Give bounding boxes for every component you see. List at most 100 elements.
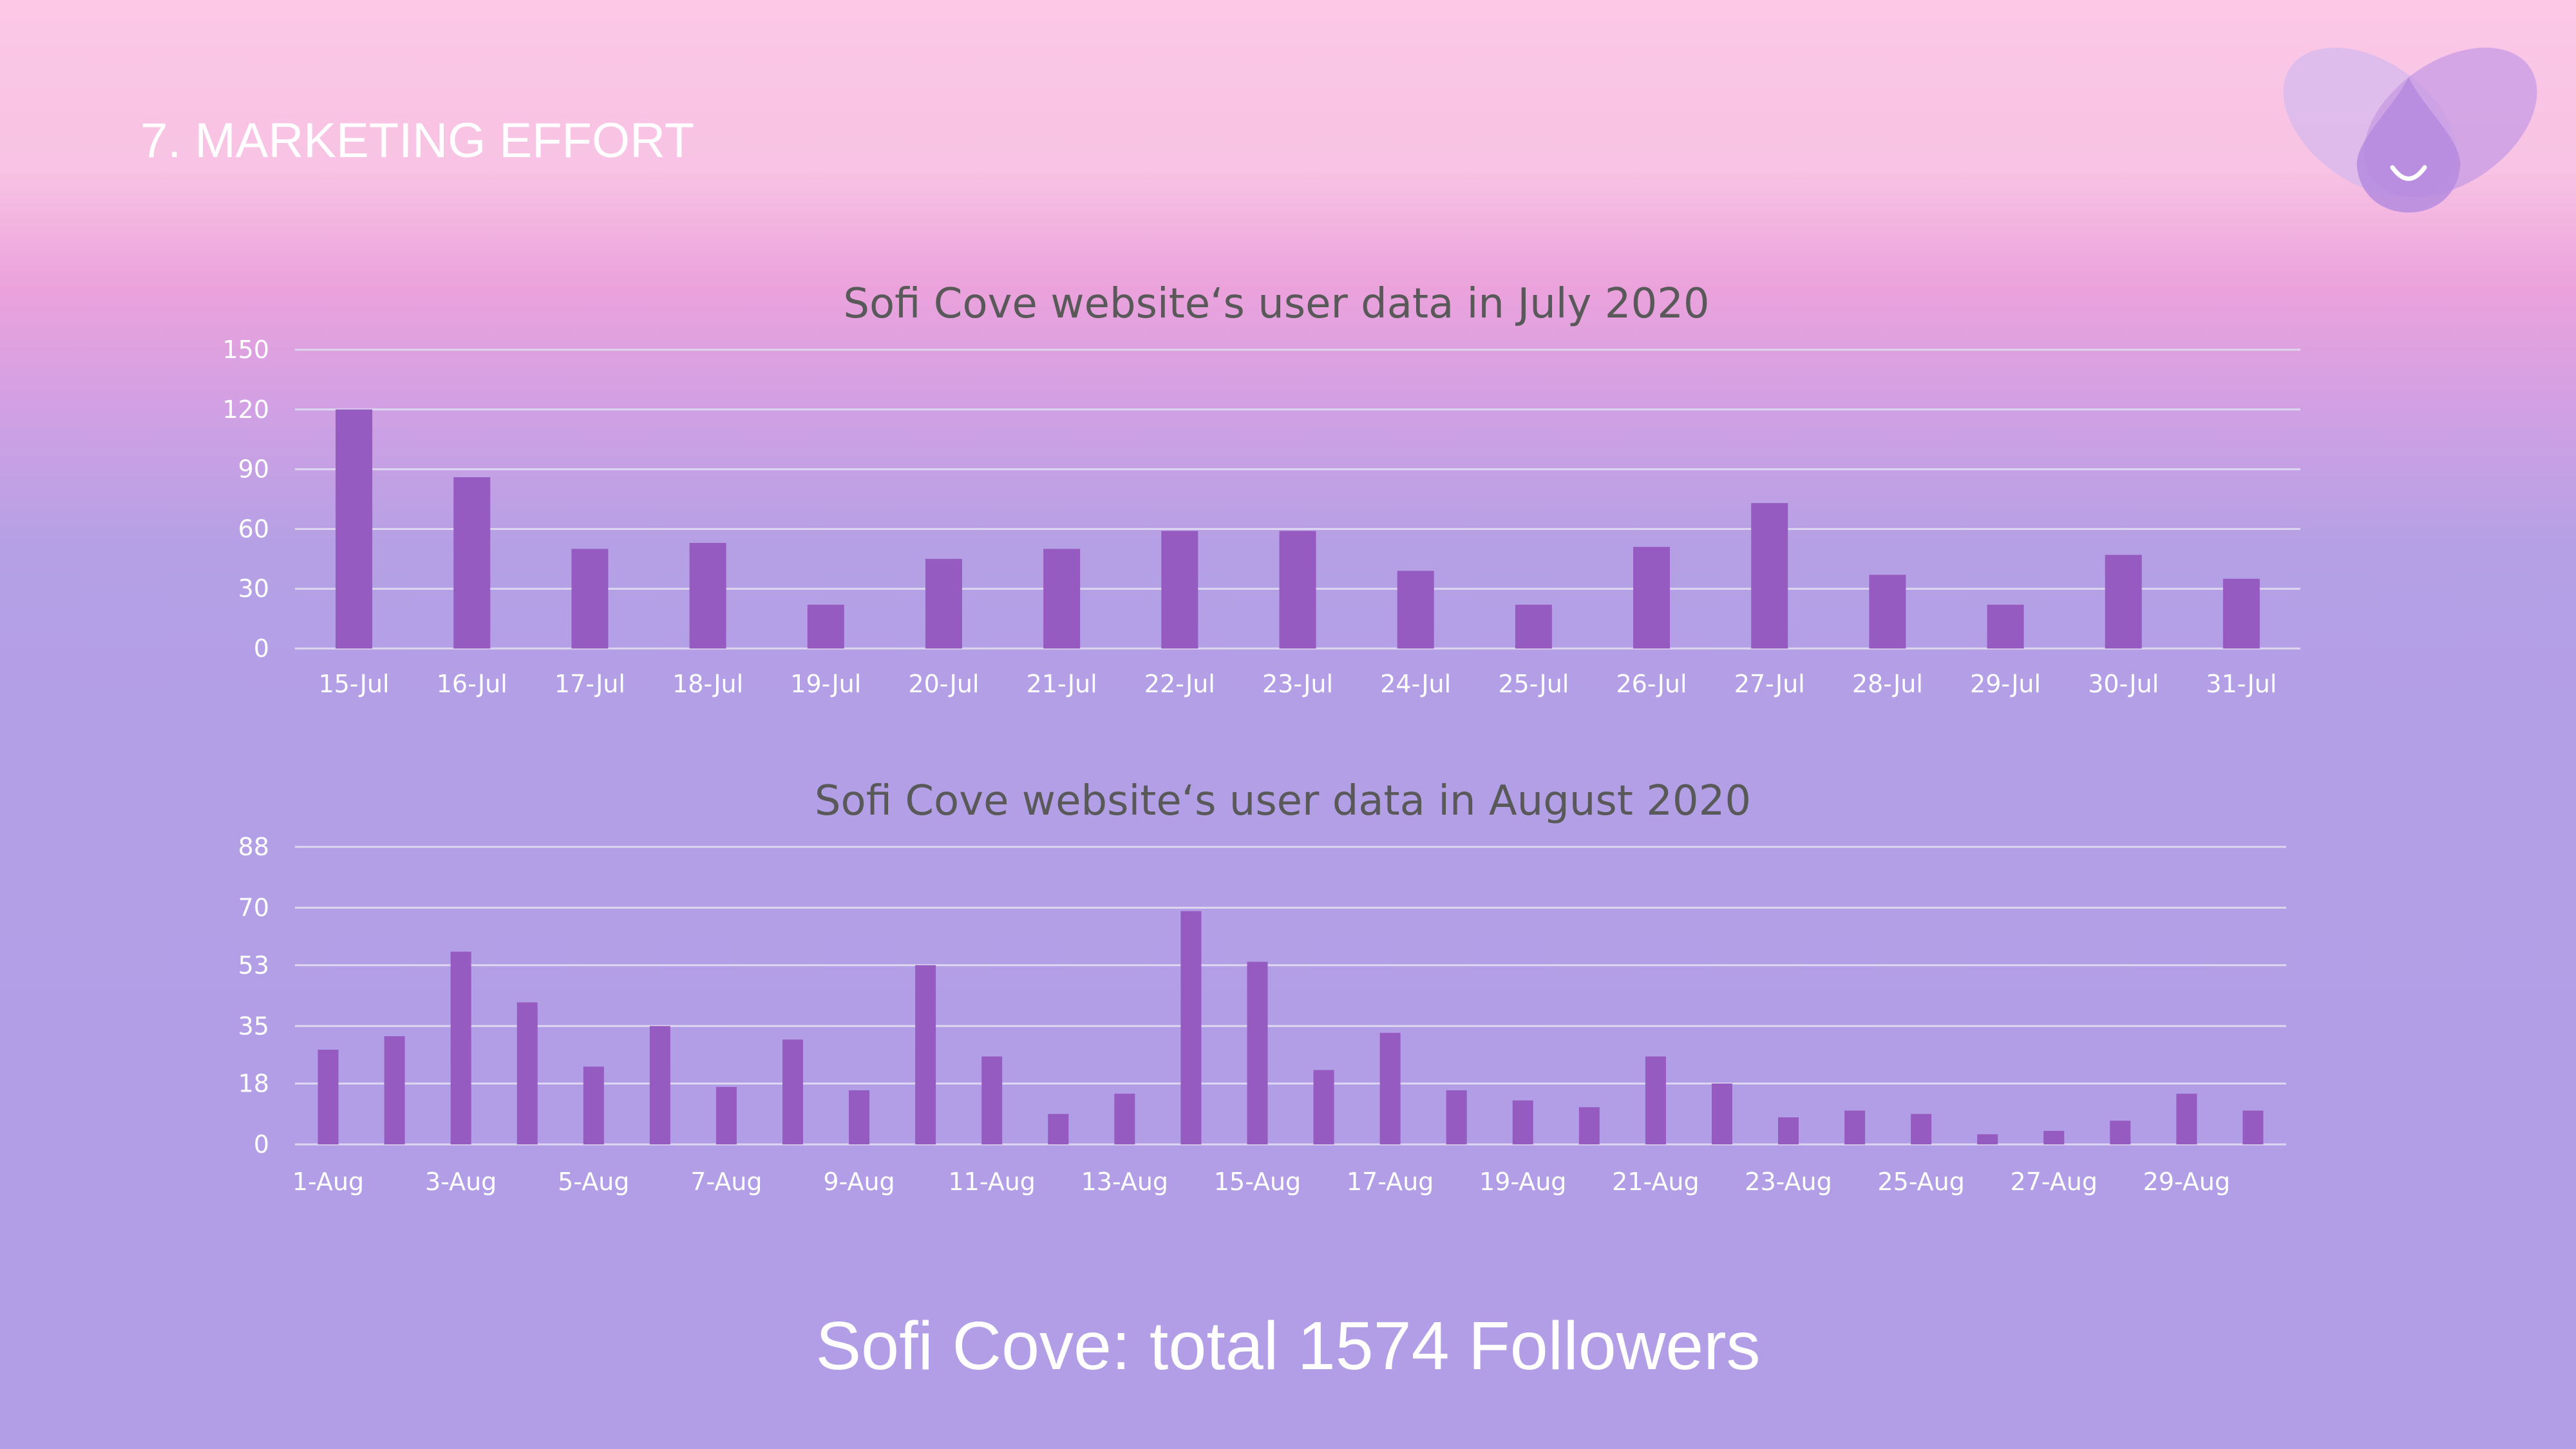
august-y-tick-label: 88 [238,833,269,861]
chart-july-gridlines [295,348,2300,650]
july-x-tick-label: 15-Jul [319,670,390,698]
chart-july-title: Sofi Cove website‘s user data in July 20… [843,280,1709,328]
chart-july-bars [336,409,2260,649]
august-bar [1313,1070,1334,1144]
august-bar [1512,1100,1533,1144]
july-bar [1987,604,2024,649]
july-bar [336,409,373,649]
august-bar [384,1036,405,1144]
total-followers-text: Sofi Cove: total 1574 Followers [815,1308,1761,1384]
august-x-tick-label: 9-Aug [823,1168,895,1196]
august-y-tick-label: 35 [238,1012,269,1040]
august-bar [1180,911,1202,1144]
august-bar [450,951,471,1144]
august-y-tick-label: 0 [254,1130,269,1159]
chart-july-y-ticks: 0 30 60 90 120 150 [222,336,269,663]
august-bar [1645,1056,1666,1144]
august-bar [715,1086,737,1144]
july-y-tick-label: 150 [222,336,269,364]
july-bar [689,543,726,649]
july-bar [1043,549,1081,649]
august-bar [649,1026,670,1144]
august-x-tick-label: 7-Aug [690,1168,762,1196]
july-bar [1515,604,1552,649]
august-bar [2110,1121,2131,1144]
august-bar [1379,1032,1401,1144]
logo-smile [2390,165,2427,181]
august-y-tick-label: 18 [238,1070,269,1098]
july-x-tick-label: 26-Jul [1616,670,1687,698]
july-bar [925,558,962,649]
august-x-tick-label: 5-Aug [558,1168,629,1196]
july-y-tick-label: 30 [238,574,269,603]
july-x-tick-label: 25-Jul [1498,670,1569,698]
chart-august-y-ticks: 0 18 35 53 70 88 [238,833,269,1159]
july-y-tick-label: 90 [238,455,269,484]
august-y-tick-label: 53 [238,951,269,980]
august-bar [1247,961,1268,1144]
july-x-tick-label: 24-Jul [1380,670,1451,698]
heart-droplet-logo-icon [2283,47,2537,213]
august-bar [1911,1113,1932,1144]
august-bar [1114,1094,1135,1144]
july-x-tick-label: 29-Jul [1970,670,2041,698]
august-x-tick-label: 25-Aug [1877,1168,1964,1196]
august-bar [1578,1107,1600,1144]
august-bar [2176,1094,2197,1144]
july-y-tick-label: 120 [222,395,269,424]
july-x-tick-label: 28-Jul [1852,670,1923,698]
july-x-tick-label: 21-Jul [1027,670,1097,698]
logo-droplet [2356,77,2461,213]
july-bar [1397,571,1434,649]
august-bar [981,1056,1003,1144]
july-bar [453,477,491,649]
july-x-tick-label: 23-Jul [1262,670,1333,698]
chart-august-x-ticks: 1-Aug 3-Aug 5-Aug 7-Aug 9-Aug 11-Aug 13-Aug 15-… [292,1168,2230,1196]
july-x-tick-label: 17-Jul [554,670,625,698]
july-bar [2222,578,2260,649]
august-bar [782,1039,803,1144]
august-x-tick-label: 11-Aug [948,1168,1035,1196]
august-x-tick-label: 1-Aug [292,1168,364,1196]
august-bar [1977,1134,1998,1144]
july-bar [1751,503,1788,649]
august-bar [583,1066,604,1144]
august-bar [1048,1113,1069,1144]
july-bar [1869,574,1906,649]
august-bar [915,965,936,1144]
august-x-tick-label: 29-Aug [2143,1168,2230,1196]
august-x-tick-label: 15-Aug [1214,1168,1301,1196]
july-y-tick-label: 60 [238,515,269,543]
august-x-tick-label: 23-Aug [1745,1168,1832,1196]
august-bar [1778,1117,1799,1144]
august-bar [2043,1131,2065,1144]
august-x-tick-label: 21-Aug [1612,1168,1699,1196]
august-x-tick-label: 3-Aug [425,1168,497,1196]
august-bar [1711,1083,1732,1144]
august-bar [849,1090,870,1144]
chart-july-user-data: Sofi Cove website‘s user data in July 20… [222,280,2300,698]
august-bar [2242,1110,2264,1144]
july-x-tick-label: 19-Jul [790,670,861,698]
slide-title: 7. MARKETING EFFORT [140,113,695,168]
july-x-tick-label: 27-Jul [1734,670,1805,698]
july-x-tick-label: 18-Jul [672,670,743,698]
august-y-tick-label: 70 [238,894,269,922]
july-x-tick-label: 22-Jul [1144,670,1215,698]
july-x-tick-label: 30-Jul [2088,670,2159,698]
july-bar [2105,554,2142,649]
august-x-tick-label: 27-Aug [2011,1168,2098,1196]
july-x-tick-label: 16-Jul [437,670,507,698]
chart-august-user-data: Sofi Cove website‘s user data in August … [238,777,2286,1196]
august-bar [516,1002,538,1144]
july-bar [1633,547,1671,649]
august-x-tick-label: 19-Aug [1479,1168,1566,1196]
chart-july-x-ticks: 15-Jul 16-Jul 17-Jul 18-Jul 19-Jul 20-Jul 21-J… [319,670,2277,698]
chart-august-gridlines [295,846,2286,1146]
july-bar [571,549,609,649]
july-x-tick-label: 31-Jul [2206,670,2277,698]
august-bar [317,1050,339,1144]
chart-august-bars [317,911,2264,1144]
august-x-tick-label: 13-Aug [1081,1168,1168,1196]
july-x-tick-label: 20-Jul [908,670,979,698]
